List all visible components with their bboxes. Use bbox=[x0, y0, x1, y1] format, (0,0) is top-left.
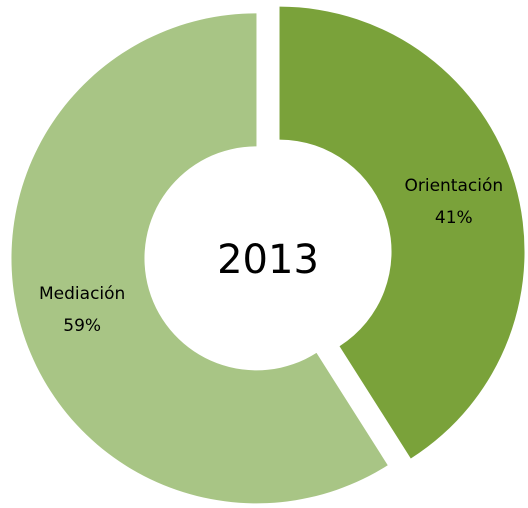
slice-label: Orientación bbox=[404, 176, 503, 196]
center-label: 2013 bbox=[217, 237, 319, 283]
donut-slice bbox=[279, 6, 525, 459]
slice-value-label: 41% bbox=[435, 208, 473, 228]
donut-slice bbox=[11, 13, 388, 504]
slice-value-label: 59% bbox=[63, 316, 101, 336]
slice-label: Mediación bbox=[39, 284, 125, 304]
